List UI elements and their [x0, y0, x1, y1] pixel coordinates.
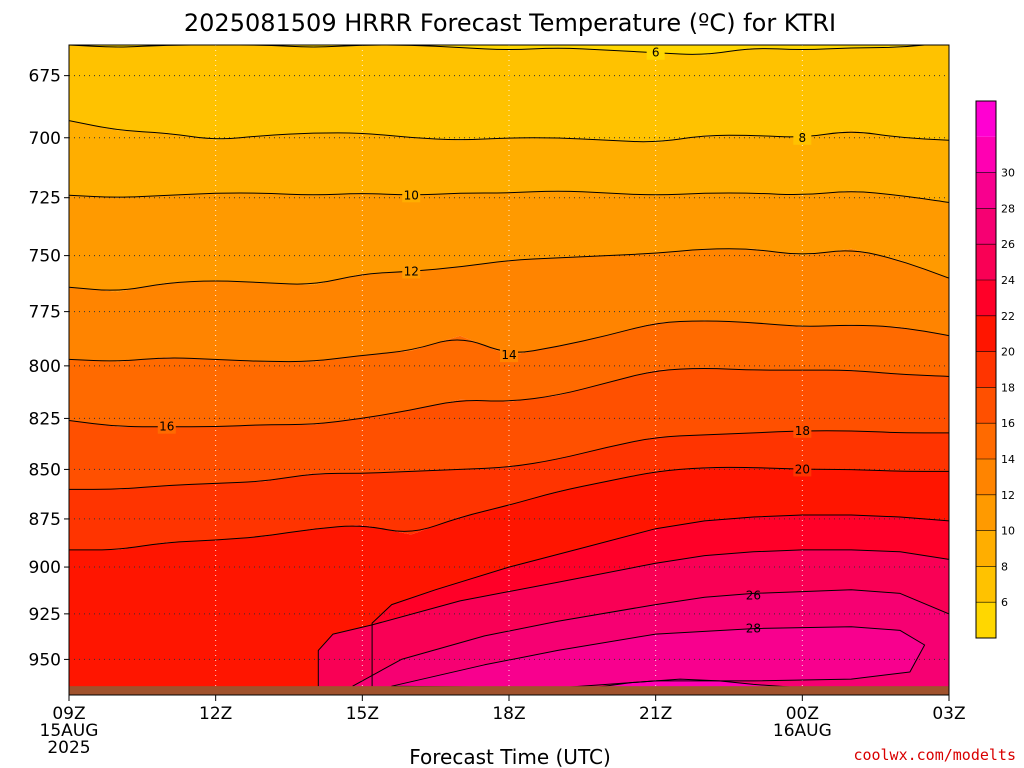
- y-tick-label-675: 675: [29, 67, 61, 87]
- colorbar-label-26: 26: [1001, 238, 1015, 251]
- isotherm-20: [69, 466, 949, 551]
- warm-contour-24: [317, 549, 949, 687]
- colorbar-swatch-28: [976, 172, 996, 209]
- isotherm-contours: 6 8 10 12 14 16 18 20 26 28: [69, 45, 949, 689]
- isotherm-12: [69, 248, 949, 291]
- colorbar-label-6: 6: [1001, 596, 1008, 609]
- colorbar-label-10: 10: [1001, 525, 1015, 538]
- isotherm-label-bg-18: [793, 423, 812, 438]
- colorbar-swatch-22: [976, 280, 996, 316]
- y-tick-label-950: 950: [29, 650, 61, 670]
- ground-fill: [69, 686, 949, 695]
- isotherm-label-bg-20: [793, 462, 812, 477]
- colorbar-swatch-20: [976, 315, 996, 352]
- warm-fill-30: [592, 679, 803, 688]
- isotherm-label-16: 16: [159, 420, 174, 434]
- band-fill-16: [69, 368, 949, 490]
- y-tick-label-925: 925: [29, 605, 61, 625]
- colorbar-label-12: 12: [1001, 489, 1015, 502]
- colorbar-frame: [975, 100, 997, 639]
- colorbar-label-14: 14: [1001, 453, 1015, 466]
- y-tick-label-700: 700: [29, 129, 61, 149]
- y-tick-label-875: 875: [29, 510, 61, 530]
- colorbar-swatch-8: [976, 530, 996, 567]
- x-tick-label-0-2: 2025: [47, 738, 90, 758]
- band-fill-14: [69, 320, 949, 427]
- colorbar-label-28: 28: [1001, 202, 1015, 215]
- warm-contour-label-26: 26: [746, 588, 761, 602]
- isotherm-label-18: 18: [795, 424, 810, 438]
- warm-contour-26: [352, 589, 949, 687]
- x-tick-label-0-0: 09Z: [52, 704, 85, 724]
- colorbar-label-18: 18: [1001, 381, 1015, 394]
- colorbar-swatch-6: [976, 566, 996, 603]
- credit-text: coolwx.com/modelts: [853, 746, 1016, 764]
- colorbar-label-16: 16: [1001, 417, 1015, 430]
- colorbar-legend: 6 8 10 12 14 16 18 20 22 24 26 28 30: [975, 100, 1015, 639]
- warm-contour-label-28: 28: [746, 622, 761, 636]
- x-tick-label-6-0: 15Z: [346, 704, 379, 724]
- isotherm-16: [69, 368, 949, 428]
- band-fill-6: [69, 45, 949, 143]
- isotherm-8: [69, 120, 949, 143]
- warm-fill-28: [391, 626, 925, 688]
- y-tick-label-725: 725: [29, 189, 61, 209]
- isotherm-label-bg-8: [793, 130, 812, 145]
- colorbar-swatch-12: [976, 459, 996, 495]
- x-axis-title: Forecast Time (UTC): [409, 745, 611, 768]
- y-tick-label-825: 825: [29, 409, 61, 429]
- x-tick-label-12-0: 21Z: [639, 704, 672, 724]
- ground-layer: [69, 686, 949, 695]
- y-tick-label-800: 800: [29, 357, 61, 377]
- x-tick-label-9-0: 18Z: [492, 704, 525, 724]
- isotherm-label-bg-12: [402, 264, 421, 279]
- isotherm-label-8: 8: [799, 131, 807, 145]
- y-tick-label-775: 775: [29, 303, 61, 323]
- y-axis: 675 700 725 750 775 800 825 850 875 900 925 950: [29, 67, 69, 670]
- band-fill-10: [69, 190, 949, 292]
- colorbar-swatch-26: [976, 208, 996, 245]
- chart-title: 2025081509 HRRR Forecast Temperature (ºC…: [184, 9, 836, 37]
- x-tick-label-3-0: 12Z: [199, 704, 232, 724]
- colorbar-swatch-30: [976, 136, 996, 173]
- x-tick-label-18-0: 03Z: [932, 704, 965, 724]
- colorbar-swatch-24: [976, 244, 996, 280]
- band-fill-8: [69, 120, 949, 203]
- colorbar-swatch-4: [976, 602, 996, 638]
- colorbar-label-20: 20: [1001, 346, 1015, 359]
- isotherm-label-bg-14: [500, 348, 518, 363]
- isotherm-label-bg-10: [402, 188, 421, 203]
- colorbar-swatch-32: [976, 101, 996, 137]
- colorbar-swatch-18: [976, 351, 996, 388]
- isotherm-label-10: 10: [404, 188, 419, 202]
- warm-contour-30: [592, 678, 803, 689]
- colorbar-label-24: 24: [1001, 274, 1015, 287]
- x-tick-label-15-1: 16AUG: [773, 721, 832, 741]
- isotherm-label-6: 6: [652, 46, 660, 60]
- isotherm-18: [69, 430, 949, 490]
- colorbar-swatch-16: [976, 387, 996, 424]
- x-tick-label-0-1: 15AUG: [40, 721, 99, 741]
- y-tick-label-750: 750: [29, 247, 61, 267]
- band-fill-lt-6: [69, 45, 949, 56]
- isotherm-label-bg-16: [157, 419, 176, 434]
- colorbar-swatch-10: [976, 494, 996, 531]
- x-tick-label-15-0: 00Z: [786, 704, 819, 724]
- isotherm-10: [69, 190, 949, 203]
- colorbar-label-22: 22: [1001, 310, 1015, 323]
- colorbar-label-8: 8: [1001, 560, 1008, 573]
- y-tick-label-850: 850: [29, 460, 61, 480]
- colorbar-swatch-14: [976, 423, 996, 459]
- isotherm-6: [69, 45, 930, 55]
- isotherm-label-12: 12: [404, 264, 419, 278]
- warm-contour-22: [371, 514, 949, 687]
- isotherm-label-14: 14: [501, 348, 516, 362]
- isotherm-label-bg-6: [646, 45, 665, 60]
- isotherm-label-20: 20: [795, 462, 810, 476]
- y-tick-label-900: 900: [29, 558, 61, 578]
- colorbar-label-30: 30: [1001, 167, 1015, 180]
